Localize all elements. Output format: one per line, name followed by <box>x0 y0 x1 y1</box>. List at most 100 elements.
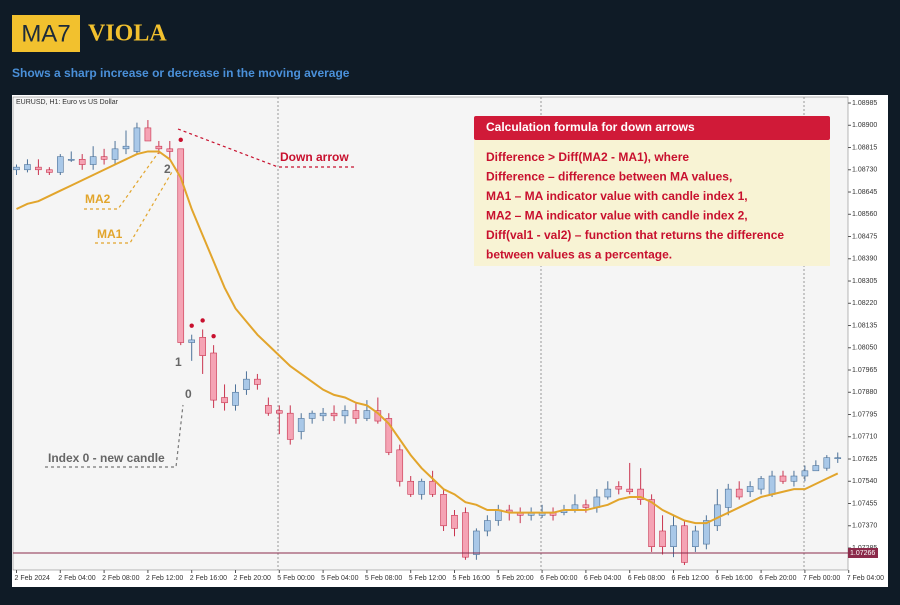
new-candle-leader <box>45 404 184 468</box>
candle-body <box>801 470 809 477</box>
candle-body <box>155 145 163 150</box>
candle-body <box>46 169 53 173</box>
candle-body <box>724 488 732 508</box>
candle-body <box>429 480 436 495</box>
candle-body <box>440 494 447 527</box>
candle-body <box>319 412 327 417</box>
candle-body <box>341 410 349 417</box>
x-tick-label: 7 Feb 04:00 <box>847 575 884 582</box>
candle-body <box>692 530 699 548</box>
candle-body <box>462 512 469 558</box>
candle-body <box>484 520 491 532</box>
y-tick-label: 1.08730 <box>852 167 877 174</box>
formula-line: between values as a percentage. <box>486 248 672 262</box>
index-label: 1 <box>175 355 182 369</box>
x-tick-label: 7 Feb 00:00 <box>803 575 840 582</box>
candle-body <box>24 164 31 171</box>
candle-body <box>670 525 677 548</box>
x-tick-label: 5 Feb 12:00 <box>409 575 446 582</box>
ma1-label: MA1 <box>97 227 123 241</box>
candle-body <box>473 530 480 555</box>
x-tick-label: 2 Feb 08:00 <box>102 575 139 582</box>
candle-body <box>286 412 294 440</box>
candle-body <box>56 156 64 173</box>
formula-line: Difference – difference between MA value… <box>486 170 732 184</box>
x-tick-label: 6 Feb 12:00 <box>672 575 709 582</box>
down-arrow <box>200 318 205 323</box>
product-name: VIOLA <box>88 21 167 47</box>
candle-body <box>746 486 754 493</box>
candle-body <box>790 475 798 482</box>
index-label: 2 <box>164 162 171 176</box>
y-tick-label: 1.08560 <box>852 211 877 218</box>
candle-body <box>713 504 721 527</box>
current-price-box <box>848 547 878 558</box>
y-tick-label: 1.07880 <box>852 389 877 396</box>
candle-body <box>297 418 305 432</box>
candle-body <box>757 478 765 490</box>
candle-body <box>67 158 75 161</box>
down-arrow-label: Down arrow <box>280 150 349 164</box>
candle-body <box>352 410 360 419</box>
y-tick-label: 1.07710 <box>852 434 877 441</box>
x-tick-label: 6 Feb 08:00 <box>628 575 665 582</box>
badge-box <box>12 15 80 52</box>
candle-body <box>604 488 612 498</box>
y-tick-label: 1.07965 <box>852 367 877 374</box>
candle-body <box>779 475 787 482</box>
candle-body <box>122 145 130 150</box>
badge: MA7 <box>21 20 70 47</box>
candle-body <box>188 339 195 343</box>
candle-body <box>13 166 20 171</box>
formula-header <box>474 116 830 140</box>
annotations <box>45 128 355 468</box>
candle-body <box>582 504 590 508</box>
x-tick-label: 2 Feb 2024 <box>15 575 51 582</box>
y-tick-label: 1.08050 <box>852 345 877 352</box>
formula-line: Difference > Diff(MA2 - MA1), where <box>486 150 689 164</box>
candle-body <box>593 496 601 508</box>
candle-body <box>648 499 655 548</box>
y-tick-label: 1.08985 <box>852 100 877 107</box>
x-tick-label: 2 Feb 20:00 <box>234 575 271 582</box>
candle-body <box>210 352 217 401</box>
ma2-label: MA2 <box>85 192 111 206</box>
current-price-label: 1.07266 <box>850 550 875 557</box>
formula-title: Calculation formula for down arrows <box>486 120 695 134</box>
candle-body <box>111 148 119 160</box>
symbol-label: EURUSD, H1: Euro vs US Dollar <box>16 99 119 106</box>
x-tick-label: 2 Feb 16:00 <box>190 575 227 582</box>
candle-body <box>199 336 206 356</box>
candle-body <box>232 391 239 406</box>
formula-line: Diff(val1 - val2) – function that return… <box>486 228 784 242</box>
x-tick-label: 6 Feb 16:00 <box>715 575 752 582</box>
candle-body <box>659 530 666 548</box>
candle-body <box>308 412 316 419</box>
y-tick-label: 1.08220 <box>852 300 877 307</box>
formula-box <box>474 140 830 266</box>
formula-line: MA1 – MA indicator value with candle ind… <box>486 189 748 203</box>
candle-body <box>615 486 623 490</box>
x-tick-label: 5 Feb 00:00 <box>277 575 314 582</box>
candle-body <box>451 514 458 529</box>
candle-body <box>275 410 283 414</box>
candle-body <box>681 525 688 563</box>
candle-body <box>100 156 108 160</box>
down-arrow-leader <box>177 128 355 168</box>
candle-body <box>396 449 404 482</box>
x-tick-label: 2 Feb 04:00 <box>58 575 95 582</box>
candle-body <box>363 410 371 419</box>
x-tick-label: 5 Feb 08:00 <box>365 575 402 582</box>
candle-body <box>768 475 776 495</box>
candle-body <box>703 520 710 545</box>
x-tick-label: 6 Feb 20:00 <box>759 575 796 582</box>
y-tick-label: 1.07625 <box>852 456 877 463</box>
y-tick-label: 1.07540 <box>852 478 877 485</box>
x-tick-label: 6 Feb 00:00 <box>540 575 577 582</box>
index-label: 0 <box>185 387 192 401</box>
candle-body <box>265 405 272 414</box>
y-tick-label: 1.07795 <box>852 411 877 418</box>
subtitle: Shows a sharp increase or decrease in th… <box>12 66 350 80</box>
marks: 1.08985 1.08900 1.08815 1.08730 1.08645 1.085… <box>13 100 884 582</box>
candle-body <box>637 488 644 500</box>
